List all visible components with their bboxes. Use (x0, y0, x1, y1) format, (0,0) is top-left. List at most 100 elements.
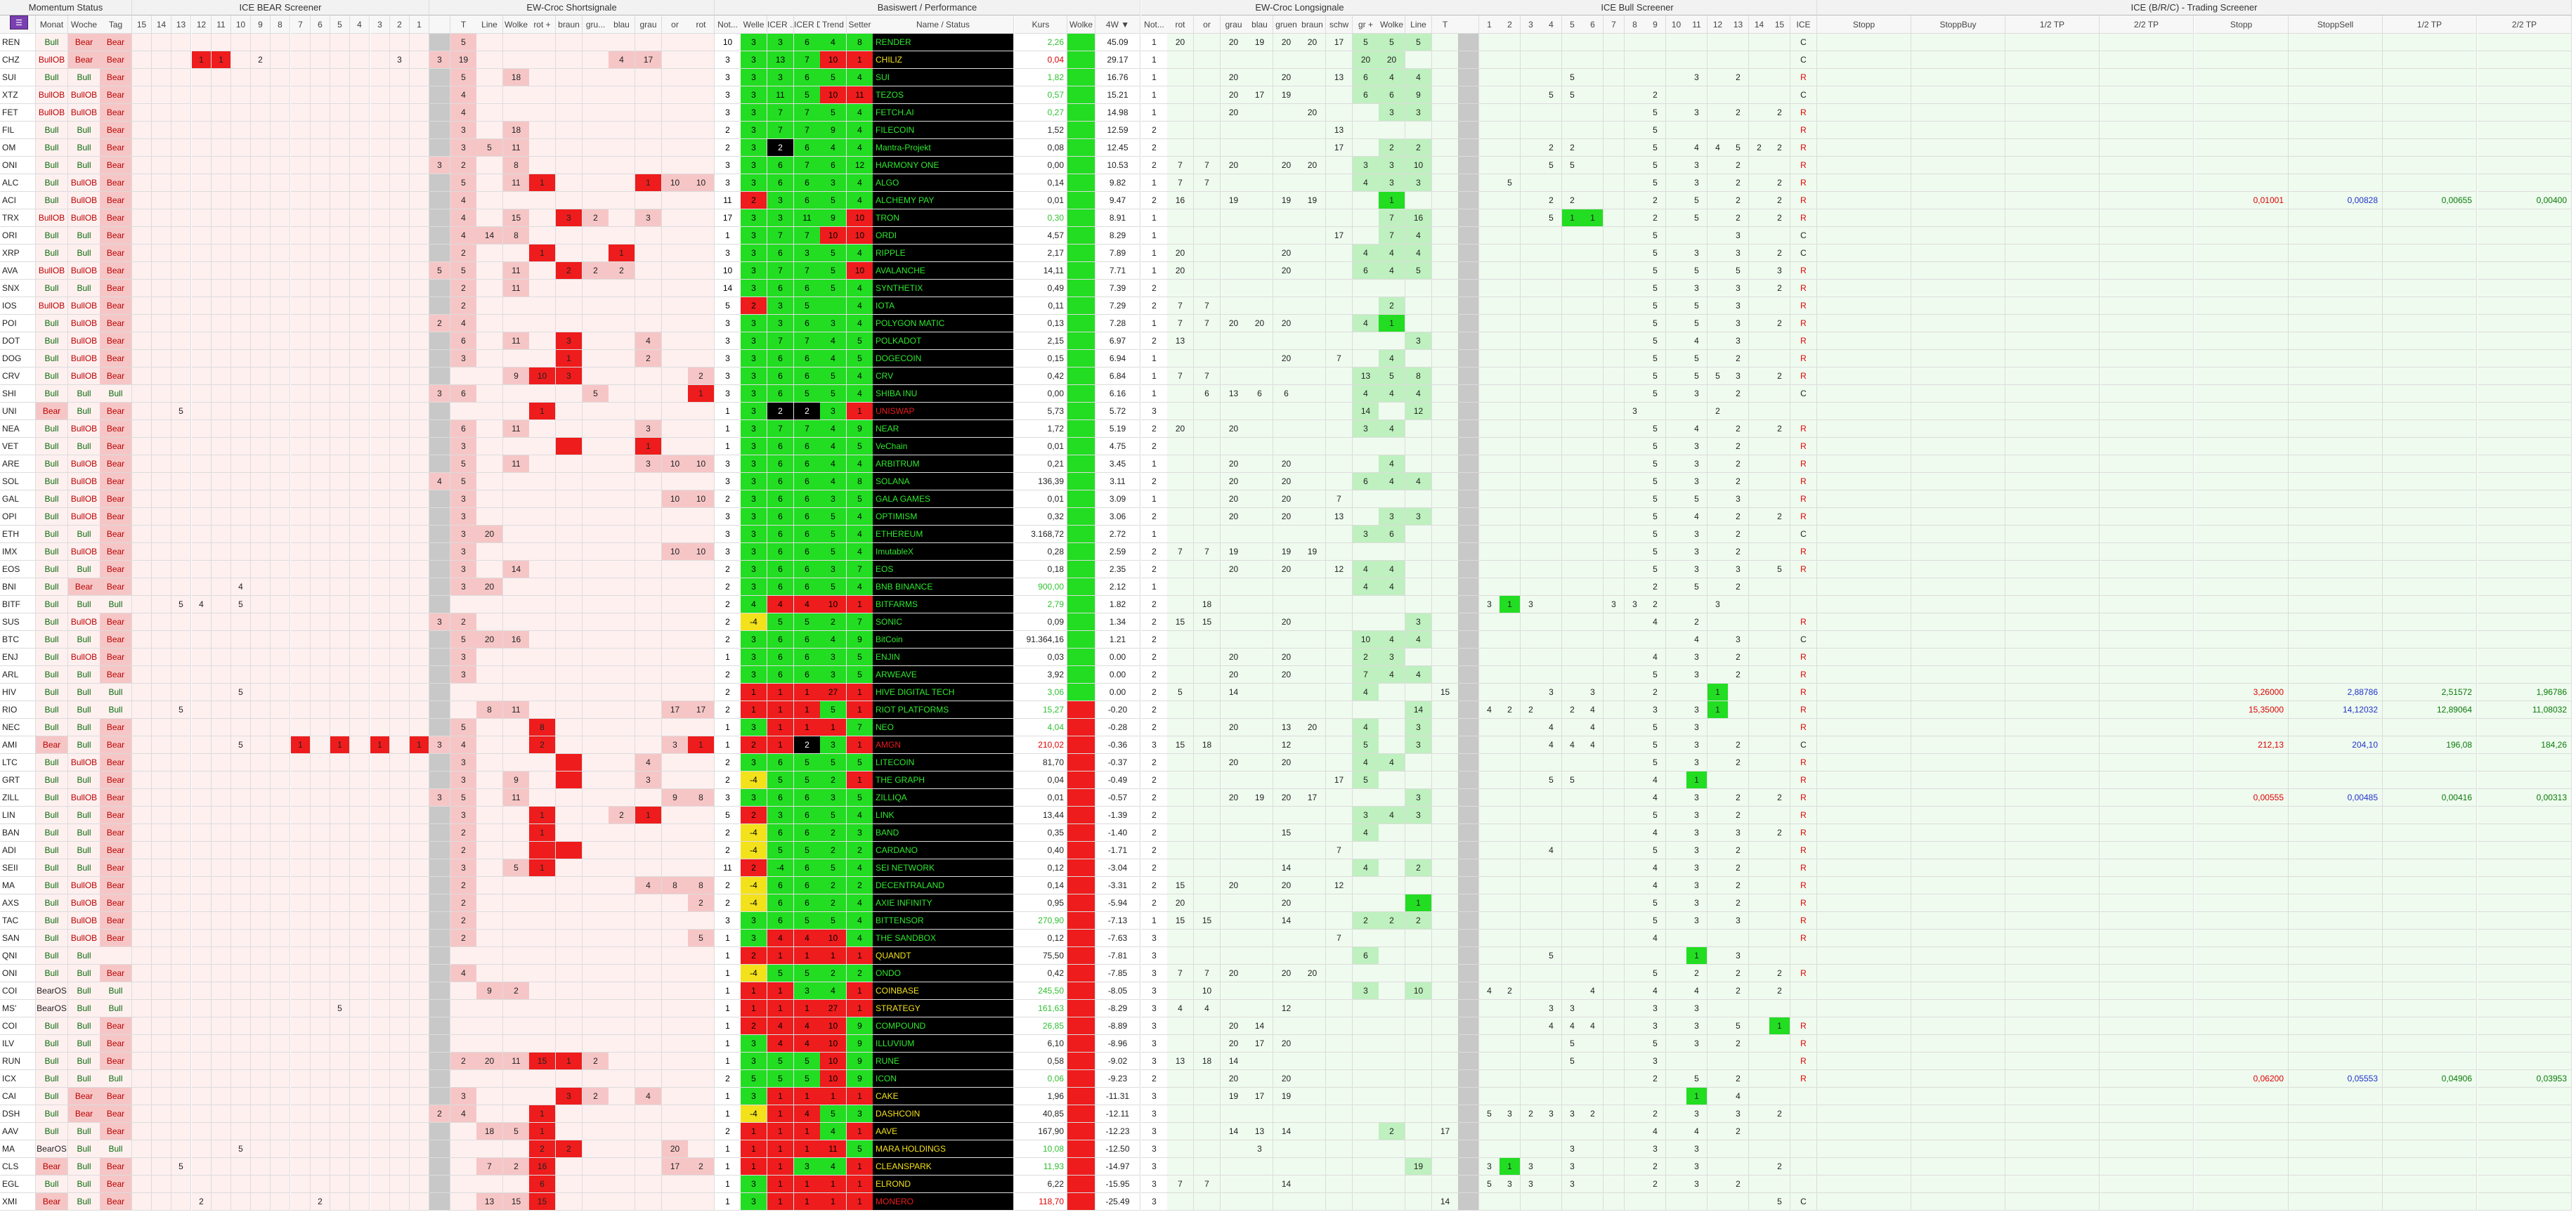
ticker-symbol[interactable]: ZILL (0, 789, 36, 807)
asset-name[interactable]: CARDANO (873, 842, 1014, 859)
column-header[interactable]: gru... (583, 15, 609, 34)
column-header[interactable]: Wolke (503, 15, 530, 34)
column-header[interactable]: gruen (1273, 15, 1300, 34)
asset-name[interactable]: ILLUVIUM (873, 1035, 1014, 1053)
ticker-symbol[interactable]: SEII (0, 859, 36, 877)
ticker-symbol[interactable]: COI (0, 982, 36, 1000)
column-header[interactable]: Name / Status (873, 15, 1014, 34)
ticker-symbol[interactable]: MS' (0, 1000, 36, 1017)
column-header[interactable]: gr + (1353, 15, 1379, 34)
ticker-symbol[interactable]: SUI (0, 69, 36, 86)
ticker-symbol[interactable]: BNI (0, 578, 36, 596)
column-header[interactable]: blau (1247, 15, 1273, 34)
ticker-symbol[interactable]: MA (0, 1140, 36, 1158)
asset-name[interactable]: ARBITRUM (873, 455, 1014, 473)
ticker-symbol[interactable]: ORI (0, 227, 36, 245)
asset-name[interactable]: TRON (873, 209, 1014, 227)
ticker-symbol[interactable]: OM (0, 139, 36, 157)
ticker-symbol[interactable]: ACI (0, 192, 36, 209)
ticker-symbol[interactable]: GAL (0, 490, 36, 508)
column-header[interactable]: 14 (1749, 15, 1770, 34)
column-header[interactable]: ICER ... (767, 15, 794, 34)
asset-name[interactable]: LINK (873, 807, 1014, 824)
ticker-symbol[interactable]: AXS (0, 894, 36, 912)
ticker-symbol[interactable]: ICX (0, 1070, 36, 1088)
asset-name[interactable]: ONDO (873, 965, 1014, 982)
asset-name[interactable]: CRV (873, 367, 1014, 385)
column-header[interactable]: 4 (350, 15, 370, 34)
asset-name[interactable]: EOS (873, 561, 1014, 578)
asset-name[interactable]: SUI (873, 69, 1014, 86)
asset-name[interactable]: CAKE (873, 1088, 1014, 1105)
column-header[interactable]: Wolke (1067, 15, 1095, 34)
asset-name[interactable]: BITFARMS (873, 596, 1014, 613)
column-header[interactable]: 10 (231, 15, 251, 34)
ticker-symbol[interactable]: SHI (0, 385, 36, 403)
ticker-symbol[interactable]: ALC (0, 174, 36, 192)
asset-name[interactable]: ZILLIQA (873, 789, 1014, 807)
asset-name[interactable]: HIVE DIGITAL TECH (873, 684, 1014, 701)
ticker-symbol[interactable]: RIO (0, 701, 36, 719)
column-header[interactable]: or (1194, 15, 1221, 34)
column-header[interactable]: 7 (1604, 15, 1625, 34)
asset-name[interactable]: SHIBA INU (873, 385, 1014, 403)
asset-name[interactable]: HARMONY ONE (873, 157, 1014, 174)
ticker-symbol[interactable]: ONI (0, 965, 36, 982)
column-header[interactable]: 12 (1707, 15, 1729, 34)
column-header[interactable]: Woche (68, 15, 100, 34)
ticker-symbol[interactable]: NEA (0, 420, 36, 438)
column-header[interactable]: ICER Del... (794, 15, 821, 34)
column-header[interactable]: 3 (370, 15, 390, 34)
ticker-symbol[interactable]: DSH (0, 1105, 36, 1123)
ticker-symbol[interactable]: ENJ (0, 649, 36, 666)
column-header[interactable]: Not... (1141, 15, 1168, 34)
ticker-symbol[interactable]: ARL (0, 666, 36, 684)
ticker-symbol[interactable]: XRP (0, 245, 36, 262)
column-header[interactable]: 2/2 TP (2478, 15, 2572, 34)
ticker-symbol[interactable]: RUN (0, 1053, 36, 1070)
column-header[interactable]: 2 (390, 15, 410, 34)
asset-name[interactable]: AMGN (873, 736, 1014, 754)
asset-name[interactable]: ORDI (873, 227, 1014, 245)
column-header[interactable]: 4W ▼ (1095, 15, 1140, 34)
column-header[interactable]: 13 (1728, 15, 1749, 34)
column-header[interactable]: 5 (330, 15, 350, 34)
asset-name[interactable]: RIPPLE (873, 245, 1014, 262)
column-header[interactable]: ICE (1790, 15, 1817, 34)
ticker-symbol[interactable]: FIL (0, 122, 36, 139)
column-header[interactable]: rot (688, 15, 715, 34)
ticker-symbol[interactable]: SAN (0, 930, 36, 947)
column-header[interactable]: Line (1405, 15, 1432, 34)
ticker-symbol[interactable]: GRT (0, 771, 36, 789)
ticker-symbol[interactable]: OPI (0, 508, 36, 526)
asset-name[interactable]: QUANDT (873, 947, 1014, 965)
asset-name[interactable]: BNB BINANCE (873, 578, 1014, 596)
column-header[interactable]: or (662, 15, 689, 34)
column-header[interactable]: 2/2 TP (2100, 15, 2194, 34)
asset-name[interactable]: VeChain (873, 438, 1014, 455)
asset-name[interactable]: ImutableX (873, 543, 1014, 561)
column-header[interactable]: 8 (271, 15, 290, 34)
asset-name[interactable]: SONIC (873, 613, 1014, 631)
asset-name[interactable]: POLYGON MATIC (873, 315, 1014, 332)
ticker-symbol[interactable]: SUS (0, 613, 36, 631)
ticker-symbol[interactable]: ILV (0, 1035, 36, 1053)
column-header[interactable]: 5 (1562, 15, 1583, 34)
ticker-symbol[interactable]: ARE (0, 455, 36, 473)
ticker-symbol[interactable]: MA (0, 877, 36, 894)
asset-name[interactable]: ICON (873, 1070, 1014, 1088)
ticker-symbol[interactable]: VET (0, 438, 36, 455)
column-header[interactable]: 7 (291, 15, 311, 34)
ticker-symbol[interactable]: HIV (0, 684, 36, 701)
asset-name[interactable]: AAVE (873, 1123, 1014, 1140)
asset-name[interactable]: SEI NETWORK (873, 859, 1014, 877)
column-header[interactable]: 6 (1582, 15, 1604, 34)
ticker-symbol[interactable]: SOL (0, 473, 36, 490)
column-header[interactable]: Stopp (1817, 15, 1911, 34)
asset-name[interactable]: NEO (873, 719, 1014, 736)
asset-name[interactable]: ENJIN (873, 649, 1014, 666)
column-header[interactable]: schw (1326, 15, 1353, 34)
asset-name[interactable]: FETCH.AI (873, 104, 1014, 122)
ticker-symbol[interactable]: IMX (0, 543, 36, 561)
column-header[interactable]: 8 (1625, 15, 1646, 34)
